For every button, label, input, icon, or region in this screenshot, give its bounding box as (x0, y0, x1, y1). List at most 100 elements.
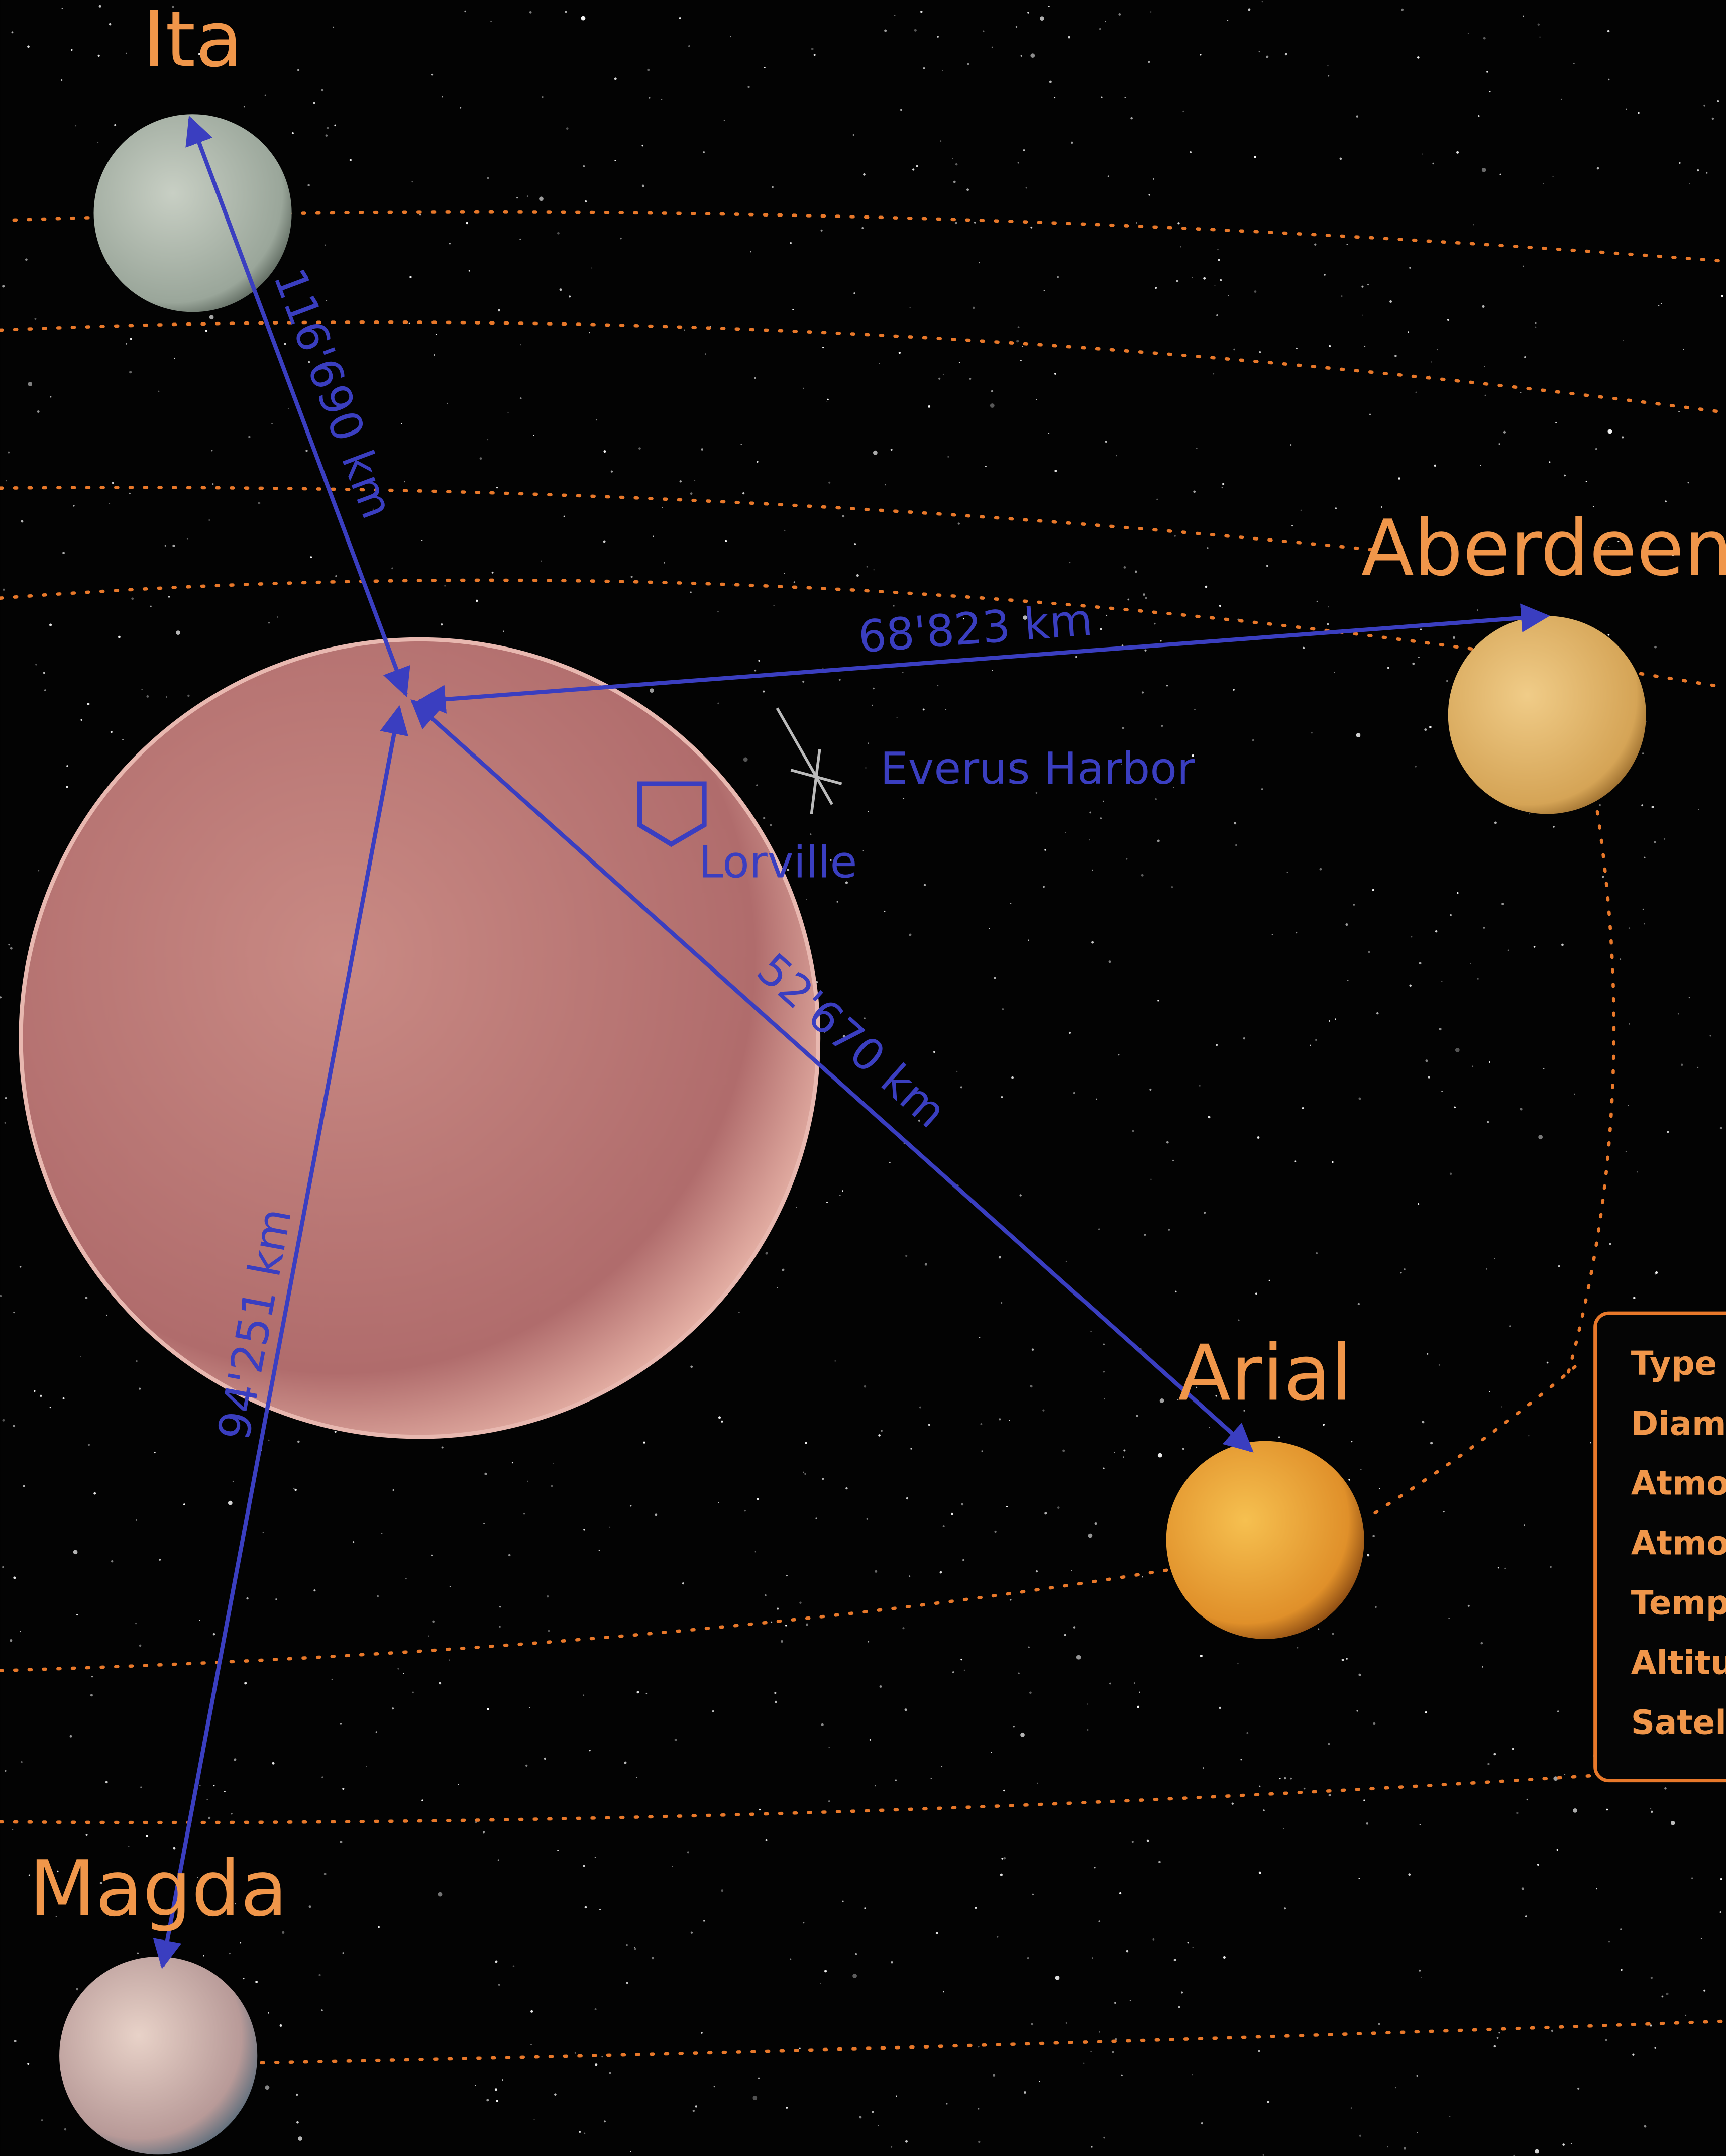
star (1535, 327, 1536, 328)
star (1130, 117, 1133, 120)
star (933, 1051, 935, 1053)
star (842, 1900, 844, 1902)
star (523, 1513, 525, 1515)
star (1482, 168, 1486, 172)
star (1009, 1420, 1010, 1421)
star (842, 515, 845, 517)
star (513, 1966, 514, 1967)
star (1586, 481, 1587, 482)
star (1420, 1824, 1421, 1825)
star (1564, 1774, 1565, 1775)
star (1177, 222, 1179, 224)
star (1420, 628, 1422, 630)
star (40, 1395, 42, 1397)
star (498, 1984, 500, 1986)
star (786, 1575, 788, 1576)
star (1416, 2075, 1418, 2077)
star (1101, 96, 1102, 98)
star (1498, 1567, 1499, 1568)
star (35, 664, 37, 665)
star (1109, 1683, 1111, 1685)
star (759, 1809, 761, 1811)
star (1083, 2063, 1084, 2064)
star (910, 307, 911, 308)
star (41, 2119, 43, 2121)
star (1501, 1406, 1502, 1407)
star (821, 230, 823, 232)
star (1105, 21, 1106, 22)
star (1332, 1633, 1334, 1635)
star (1233, 689, 1235, 691)
star (1691, 1877, 1693, 1879)
star (1227, 20, 1228, 21)
star (1360, 1469, 1362, 1470)
star (804, 1473, 806, 1475)
star (1555, 422, 1557, 423)
star (1430, 1442, 1433, 1444)
star (530, 2010, 533, 2013)
star (432, 1621, 435, 1623)
info-row-label: Temp (1631, 1584, 1726, 1623)
star (1126, 858, 1127, 859)
star (187, 538, 188, 540)
star (1665, 500, 1667, 502)
star (864, 1385, 867, 1388)
star (450, 1586, 451, 1587)
star (1044, 290, 1045, 291)
location-label: Everus Harbor (880, 743, 1195, 794)
star (969, 378, 972, 380)
star (1320, 868, 1322, 871)
star (350, 159, 352, 161)
star (1233, 349, 1235, 350)
star (940, 140, 942, 142)
star (980, 1423, 982, 1425)
star (109, 23, 112, 26)
star (1123, 1449, 1125, 1451)
star (839, 1195, 841, 1196)
star (208, 1817, 210, 1819)
star (1595, 448, 1597, 450)
star (1066, 2022, 1067, 2024)
star (942, 70, 943, 71)
star (1477, 978, 1479, 980)
star (1642, 752, 1644, 754)
star (585, 1906, 587, 1909)
star (1106, 615, 1107, 616)
star (891, 2146, 892, 2148)
star (553, 1463, 554, 1464)
star (1283, 1828, 1284, 1829)
star (974, 222, 976, 224)
star (701, 448, 703, 451)
star (1139, 1692, 1140, 1693)
star (1132, 1841, 1134, 1843)
star (527, 195, 528, 197)
star (1329, 345, 1331, 347)
star (962, 1559, 964, 1561)
star (595, 2008, 597, 2010)
star (1419, 1970, 1421, 1972)
star (405, 1578, 407, 1580)
star (1134, 1682, 1135, 1684)
star (661, 99, 662, 100)
star (165, 545, 166, 547)
star (1328, 606, 1329, 608)
star (20, 1266, 22, 1268)
star (1429, 726, 1432, 728)
star (583, 1529, 585, 1530)
star (86, 1834, 88, 1836)
star (27, 2063, 29, 2065)
star (792, 309, 794, 310)
star (891, 1961, 893, 1964)
info-row-label: Altitu (1631, 1644, 1726, 1682)
star (879, 363, 880, 364)
star (1174, 1959, 1176, 1961)
star (875, 1785, 876, 1786)
star (1188, 1942, 1189, 1943)
star (1303, 647, 1305, 649)
star (496, 487, 498, 488)
star (142, 689, 143, 690)
star (460, 107, 461, 109)
star (34, 318, 36, 320)
star (782, 1269, 784, 1271)
star (811, 48, 814, 50)
